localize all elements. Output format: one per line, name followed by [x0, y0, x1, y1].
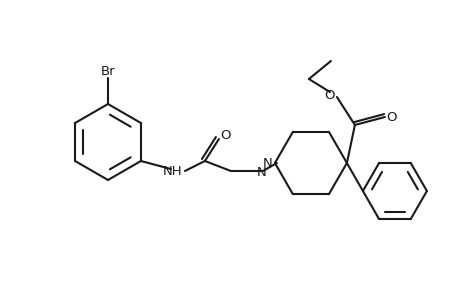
Text: O: O: [220, 128, 231, 142]
Text: NH: NH: [163, 164, 182, 178]
Text: Br: Br: [101, 64, 115, 77]
Text: N: N: [263, 157, 272, 169]
Text: O: O: [386, 110, 396, 124]
Text: O: O: [324, 88, 335, 101]
Text: N: N: [257, 166, 266, 178]
